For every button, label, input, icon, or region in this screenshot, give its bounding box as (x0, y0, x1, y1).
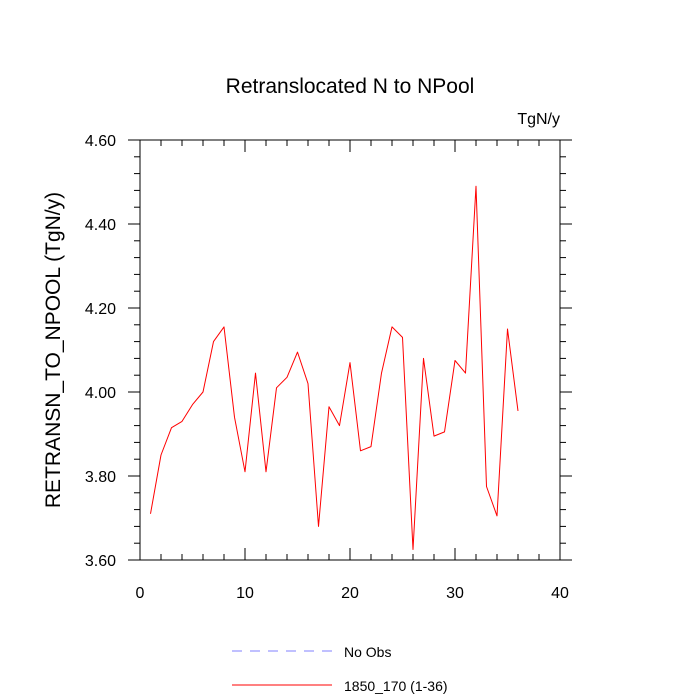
x-tick-label: 30 (446, 585, 464, 602)
y-tick-label: 4.40 (85, 217, 116, 234)
legend: No Obs 1850_170 (1-36) (232, 644, 448, 694)
y-tick-label: 3.80 (85, 469, 116, 486)
legend-label-no-obs: No Obs (344, 644, 391, 660)
chart-title: Retranslocated N to NPool (226, 75, 475, 98)
y-tick-label: 3.60 (85, 553, 116, 570)
units-label: TgN/y (517, 111, 560, 128)
y-axis-label: RETRANSN_TO_NPOOL (TgN/y) (42, 192, 65, 508)
series-line (150, 185, 519, 550)
y-tick-label: 4.20 (85, 301, 116, 318)
x-axis-ticks: 0 10 20 30 40 (136, 140, 569, 602)
y-axis-ticks: 3.60 3.80 4.00 4.20 4.40 4.60 (85, 133, 572, 570)
x-tick-label: 40 (551, 585, 569, 602)
legend-label-1850-170: 1850_170 (1-36) (344, 678, 448, 694)
x-tick-label: 20 (341, 585, 359, 602)
series-layer (150, 185, 519, 550)
y-tick-label: 4.00 (85, 385, 116, 402)
plot-frame (139, 139, 561, 561)
x-tick-label: 0 (136, 585, 145, 602)
x-tick-label: 10 (236, 585, 254, 602)
y-tick-label: 4.60 (85, 133, 116, 150)
